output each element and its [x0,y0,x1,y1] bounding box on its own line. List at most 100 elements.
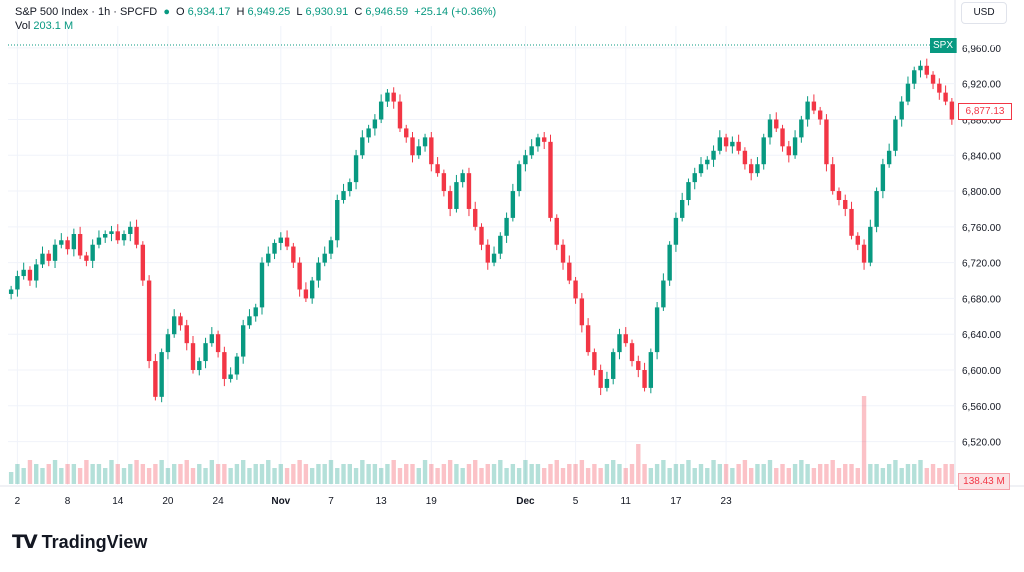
volume-bar [278,464,284,484]
volume-bar [799,460,804,484]
volume-bar [811,468,817,484]
volume-bar [441,464,447,484]
candle-body [134,226,139,245]
candle-body [190,343,196,370]
candle-body [460,173,465,183]
volume-bars [8,396,955,484]
volume-bar [905,464,911,484]
candle-body [849,208,854,236]
candle-body [410,137,415,156]
candle-body [215,334,221,353]
volume-bar [855,468,860,484]
x-tick-label: 23 [721,496,733,507]
symbol-title[interactable]: S&P 500 Index · 1h · SPCFD [15,6,158,18]
volume-bar [742,460,748,484]
volume-bar [491,464,497,484]
volume-bar [21,468,26,484]
volume-bar [523,460,528,484]
volume-bar [140,464,146,484]
volume-bar [84,460,89,484]
candle-body [874,191,879,227]
candle-body [648,352,654,388]
volume-bar [422,460,428,484]
candle-body [824,119,829,165]
volume-bar [698,464,704,484]
candle-body [830,164,835,192]
y-tick-label: 6,520.00 [962,438,1001,449]
candle-body [454,182,459,209]
candle-body [441,173,447,192]
candle-body [328,240,334,254]
volume-bar [849,464,854,484]
candle-body [253,307,258,317]
candle-body [761,137,766,165]
volume-bar [918,460,923,484]
candle-body [742,150,748,165]
volume-bar [667,468,672,484]
volume-bar [165,468,171,484]
candle-body [679,200,685,218]
candle-body [272,242,277,254]
candle-body [717,137,723,151]
y-tick-label: 6,760.00 [962,223,1001,234]
volume-bar [711,460,716,484]
open-value: 6,934.17 [187,6,231,18]
volume-bar [172,464,177,484]
volume-bar [77,468,83,484]
currency-button[interactable]: USD [961,2,1007,24]
volume-bar [272,468,277,484]
volume-bar [247,468,252,484]
volume-bar [146,468,152,484]
candle-body [554,217,559,245]
volume-bar [535,464,541,484]
candle-body [843,200,848,209]
candle-body [905,83,911,102]
volume-bar [661,460,666,484]
price-tag-price: 6,946.59 [958,39,997,50]
candle-body [59,240,64,245]
candle-body [259,262,265,308]
volume-bar [454,464,459,484]
candle-body [153,361,158,397]
candle-body [516,164,522,192]
candle-body [880,164,886,192]
volume-bar [510,464,516,484]
volume-bar [679,464,685,484]
volume-bar [209,460,215,484]
candle-body [416,146,421,156]
volume-bar [705,468,710,484]
candle-body [617,334,622,353]
volume-label[interactable]: Vol [15,20,31,32]
y-tick-label: 6,880.00 [962,115,1001,126]
symbol-legend: S&P 500 Index · 1h · SPCFD ● O 6,934.17 H… [15,6,499,18]
volume-bar [617,464,622,484]
candle-body [548,141,553,218]
candle-body [15,276,20,290]
time-axis: 2 8 14 20 24 Nov 7 13 19 Dec 5 11 17 23 [15,496,732,507]
candle-body [65,240,70,250]
volume-bar [611,460,616,484]
volume-bar [861,396,867,484]
volume-bar [924,468,929,484]
x-tick-label: 7 [328,496,334,507]
candle-body [247,316,252,326]
candle-body [366,128,371,138]
candle-body [52,244,58,261]
candle-body [585,325,591,353]
volume-bar [27,460,33,484]
volume-bar [121,468,127,484]
candle-body [391,92,396,102]
candle-body [378,101,384,120]
tradingview-logo[interactable]: TV TradingView [12,531,147,553]
candle-body [109,231,114,234]
candle-body [121,234,127,241]
candle-body [385,92,390,102]
volume-bar [347,464,352,484]
volume-bar [479,468,484,484]
candle-body [579,298,585,326]
candle-body [485,244,490,263]
volume-bar [642,464,647,484]
high-value: 6,949.25 [247,6,291,18]
